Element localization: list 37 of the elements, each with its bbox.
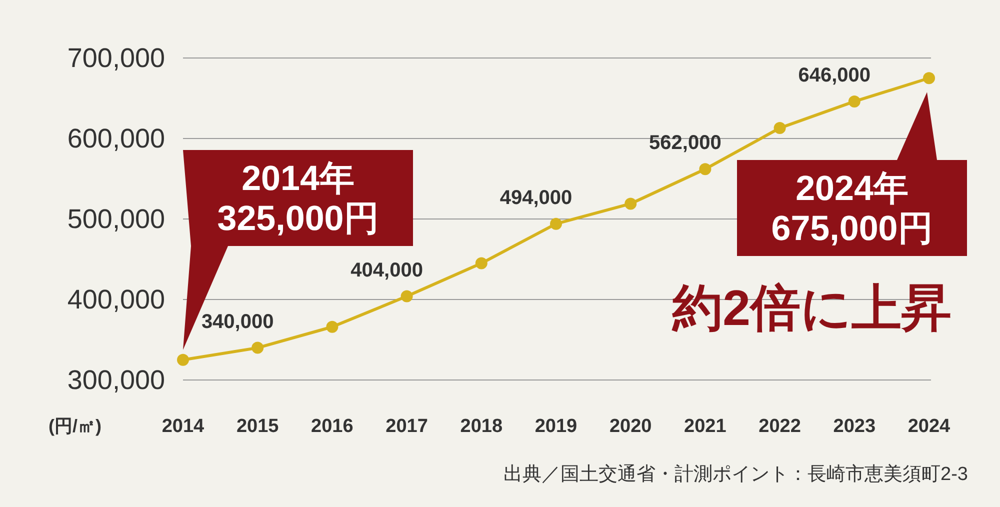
point bbox=[624, 198, 637, 210]
point bbox=[475, 257, 488, 270]
point bbox=[848, 95, 860, 108]
x-tick-label: 2021 bbox=[684, 416, 727, 437]
y-tick-label: 500,000 bbox=[67, 204, 165, 234]
point bbox=[923, 72, 935, 84]
annotation: 2014年 325,000円 bbox=[217, 159, 379, 238]
data-label: 646,000 bbox=[798, 64, 871, 86]
x-tick-label: 2020 bbox=[609, 416, 652, 437]
point bbox=[326, 320, 338, 333]
point bbox=[699, 163, 712, 176]
point bbox=[252, 342, 264, 354]
x-tick-label: 2016 bbox=[311, 416, 354, 437]
data-label: 562,000 bbox=[649, 132, 722, 154]
y-axis-title: (円/㎡) bbox=[48, 416, 102, 436]
y-tick-label: 700,000 bbox=[67, 43, 165, 73]
x-tick-label: 2015 bbox=[236, 416, 280, 437]
source-note: 出典／国土交通省・計測ポイント：長崎市恵美須町2-3 bbox=[504, 463, 968, 485]
x-tick-label: 2017 bbox=[386, 416, 428, 437]
y-tick-label: 600,000 bbox=[67, 124, 165, 154]
x-tick-label: 2018 bbox=[460, 416, 503, 437]
annotation: 2024年 675,000円 bbox=[771, 169, 933, 248]
data-label: 494,000 bbox=[500, 186, 572, 209]
data-label: 340,000 bbox=[201, 310, 274, 333]
point bbox=[400, 290, 413, 302]
x-tick-label: 2019 bbox=[534, 416, 578, 437]
point bbox=[177, 354, 189, 366]
point bbox=[550, 218, 562, 230]
x-tick-label: 2024 bbox=[908, 416, 951, 437]
x-tick-label: 2023 bbox=[833, 416, 876, 437]
y-tick-label: 300,000 bbox=[67, 365, 165, 395]
y-tick-label: 400,000 bbox=[67, 284, 165, 314]
point bbox=[774, 122, 786, 134]
data-label: 404,000 bbox=[350, 259, 423, 282]
annotation: 約2倍に上昇 bbox=[672, 280, 952, 336]
x-tick-label: 2022 bbox=[758, 416, 801, 437]
x-tick-label: 2014 bbox=[162, 416, 205, 437]
